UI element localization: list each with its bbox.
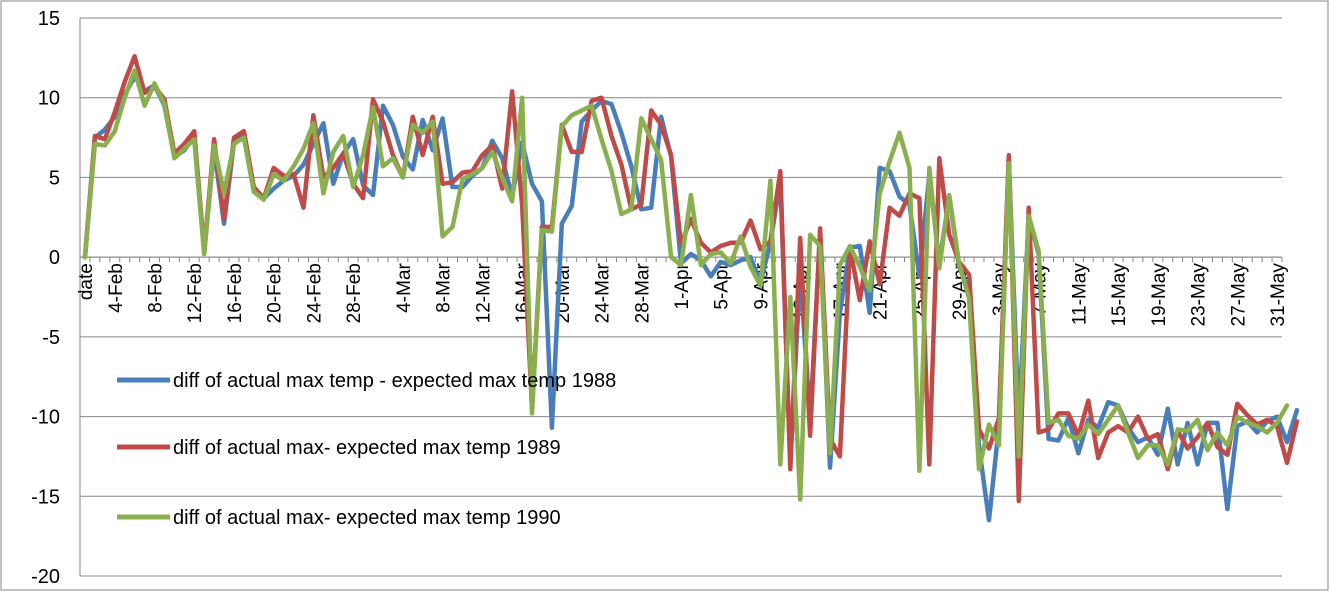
x-tick-label: 8-Feb	[146, 263, 167, 313]
legend: diff of actual max temp - expected max t…	[117, 370, 616, 529]
y-tick-label: -10	[31, 407, 60, 429]
legend-label-1: diff of actual max temp - expected max t…	[173, 370, 616, 392]
y-tick-label: 15	[38, 8, 60, 30]
x-tick-label: 15-May	[1109, 263, 1130, 327]
x-tick-label: 12-Mar	[473, 262, 494, 323]
x-tick-label: 3-May	[990, 263, 1011, 316]
x-tick-label: 4-Mar	[394, 262, 415, 312]
x-tick-label: 19-May	[1149, 263, 1170, 327]
x-tick-label: 1-Apr	[672, 262, 693, 309]
x-tick-label: 31-May	[1268, 263, 1289, 327]
series-line-3	[82, 68, 1290, 502]
x-tick-label: 5-Apr	[712, 262, 733, 309]
x-tick-label: 23-May	[1189, 263, 1210, 327]
y-tick-label: 0	[49, 247, 60, 269]
y-tick-label: -5	[42, 327, 60, 349]
x-tick-label: 24-Feb	[304, 263, 325, 323]
x-tick-label: 12-Feb	[185, 263, 206, 323]
x-tick-label: 28-Feb	[344, 263, 365, 323]
x-tick-label: 4-Feb	[106, 263, 127, 313]
x-tick-label: 28-Mar	[632, 262, 653, 323]
x-tick-label: 16-Feb	[225, 263, 246, 323]
x-tick-label: 29-Apr	[950, 262, 971, 320]
x-tick-label: 20-Feb	[265, 263, 286, 323]
legend-label-3: diff of actual max- expected max temp 19…	[173, 507, 561, 529]
x-tick-label: 8-Mar	[434, 262, 455, 312]
x-tick-label: 24-Mar	[593, 262, 614, 323]
y-tick-label: -20	[31, 566, 60, 588]
x-tick-label: 11-May	[1069, 263, 1090, 325]
x-tick-label: 27-May	[1228, 263, 1249, 327]
y-tick-label: -15	[31, 486, 60, 508]
x-tick-label: date	[76, 263, 97, 300]
y-axis: 15 10 5 0 -5 -10 -15 -20	[31, 8, 81, 588]
series-lines	[82, 54, 1300, 523]
y-tick-label: 5	[49, 167, 60, 189]
y-tick-label: 10	[38, 88, 60, 110]
legend-label-2: diff of actual max- expected max temp 19…	[173, 437, 561, 459]
